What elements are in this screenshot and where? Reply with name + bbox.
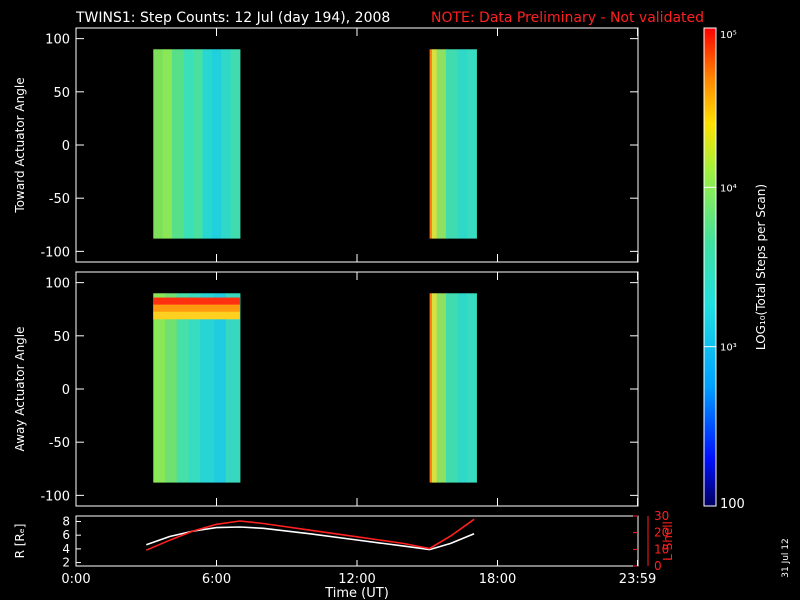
heatmap-cell [457,49,468,239]
ytick-label: 6 [62,528,70,542]
heatmap-cell [211,49,222,239]
ytick-right-label: 10 [654,542,669,556]
heatmap-cell [176,293,189,483]
preliminary-note: NOTE: Data Preliminary - Not validated [431,10,704,26]
heatmap-cell [445,49,459,239]
colorbar-tick-label: 100 [720,497,745,512]
xtick-label: 18:00 [479,572,516,587]
heatmap-cell [153,293,166,483]
heatmap-cell [467,293,477,483]
ytick-label: 8 [62,514,70,528]
heatmap-cell [188,293,201,483]
plot-frame [75,515,639,567]
heatmap-cell [436,49,447,239]
heatmap-cell [164,293,178,483]
ytick-label: -100 [40,245,70,260]
ytick-label: 2 [62,556,70,570]
ytick-right-label: 20 [654,526,669,540]
ytick-right-label: 30 [654,509,669,523]
colorbar-gradient [703,27,717,507]
ytick-right-label: 0 [654,559,662,573]
colorbar-tick-label: 10⁵ [720,30,737,41]
x-axis-label: Time (UT) [324,586,389,600]
heatmap-band-row [153,311,240,320]
heatmap-cell [445,293,459,483]
ytick-label: 0 [62,383,70,398]
colorbar-label: LOG₁₀(Total Steps per Scan) [754,184,768,350]
colorbar-tick-label: 10³ [720,343,737,354]
ytick-label: 50 [53,86,70,101]
heatmap-cell [193,49,203,239]
heatmap-cell [221,49,232,239]
heatmap-cell [429,49,433,239]
y-axis-label: Away Actuator Angle [13,326,27,451]
heatmap-cell [162,49,173,239]
heatmap-cell [153,49,164,239]
heatmap-cell [431,293,438,483]
ytick-label: -100 [40,489,70,504]
footer-date: 31 Jul 12 [781,538,791,578]
heatmap-cell [202,49,213,239]
colorbar-tick-label: 10⁴ [720,183,737,194]
heatmap-band-row [153,297,240,306]
xtick-label: 23:59 [619,572,656,587]
y-axis-label: Toward Actuator Angle [13,77,27,213]
ytick-label: 100 [45,277,70,292]
ytick-label: -50 [49,436,70,451]
heatmap-band-row [153,304,240,313]
heatmap-cell [214,293,227,483]
xtick-label: 6:00 [202,572,231,587]
y-axis-label: R [Rₑ] [13,524,27,559]
heatmap-cell [200,293,215,483]
heatmap-cell [436,293,447,483]
xtick-label: 0:00 [61,572,90,587]
heatmap-cell [172,49,185,239]
xtick-label: 12:00 [338,572,375,587]
ytick-label: 50 [53,330,70,345]
colorbar: 100 10³ 10⁴ 10⁵ LOG₁₀(Total Steps per Scan) [703,27,768,512]
heatmap-cell [457,293,468,483]
heatmap-cell [429,293,433,483]
ytick-label: 4 [62,542,70,556]
y-axis-label-right: L Shell [661,521,675,561]
chart-title: TWINS1: Step Counts: 12 Jul (day 194), 2… [75,10,390,26]
heatmap-cell [183,49,194,239]
toward-panel: 100 50 0 -50 -100 Toward Actuator Angle [13,27,639,263]
ytick-label: 0 [62,139,70,154]
heatmap-cell [467,49,477,239]
away-panel: 100 50 0 -50 -100 Away Actuator Angle [13,271,639,507]
heatmap-cell [431,49,438,239]
heatmap-cell [230,49,241,239]
ytick-label: -50 [49,192,70,207]
series-line [145,518,475,551]
heatmap-cell [225,293,241,483]
ytick-label: 100 [45,33,70,48]
